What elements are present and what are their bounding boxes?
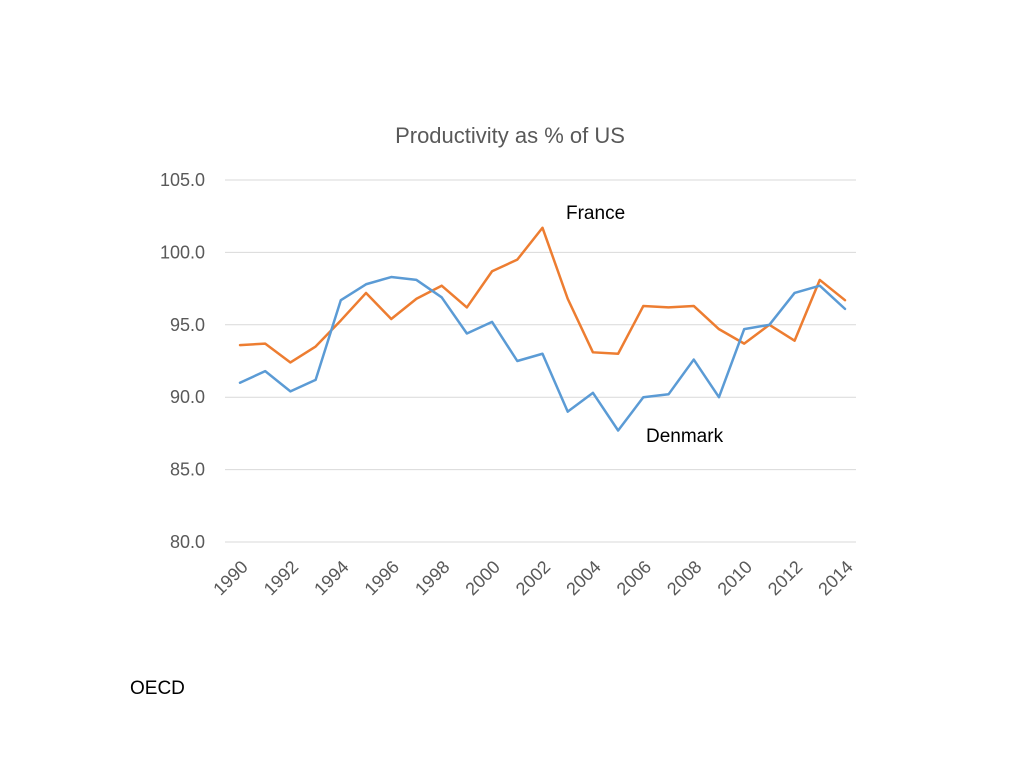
y-tick-label: 90.0 bbox=[170, 387, 205, 407]
x-tick-label: 1996 bbox=[361, 557, 403, 599]
y-tick-label: 95.0 bbox=[170, 315, 205, 335]
y-tick-label: 80.0 bbox=[170, 532, 205, 552]
x-tick-label: 2010 bbox=[714, 557, 756, 599]
series-label-france: France bbox=[566, 203, 626, 224]
series-line-denmark bbox=[238, 275, 847, 432]
x-tick-label: 2006 bbox=[613, 557, 655, 599]
series-label-denmark: Denmark bbox=[646, 426, 724, 447]
x-tick-label: 2002 bbox=[512, 557, 554, 599]
chart-title: Productivity as % of US bbox=[395, 123, 625, 148]
y-tick-label: 100.0 bbox=[160, 242, 205, 262]
x-tick-label: 2008 bbox=[663, 557, 705, 599]
x-tick-label: 2004 bbox=[562, 557, 604, 599]
x-tick-label: 1998 bbox=[411, 557, 453, 599]
x-tick-label: 2012 bbox=[764, 557, 806, 599]
x-tick-label: 1990 bbox=[209, 557, 251, 599]
y-tick-label: 105.0 bbox=[160, 170, 205, 190]
source-label: OECD bbox=[130, 678, 185, 699]
series-line-france bbox=[238, 226, 847, 364]
y-tick-label: 85.0 bbox=[170, 460, 205, 480]
x-tick-label: 2000 bbox=[461, 557, 503, 599]
x-tick-label: 2014 bbox=[814, 557, 856, 599]
x-tick-label: 1994 bbox=[310, 557, 352, 599]
x-tick-label: 1992 bbox=[260, 557, 302, 599]
